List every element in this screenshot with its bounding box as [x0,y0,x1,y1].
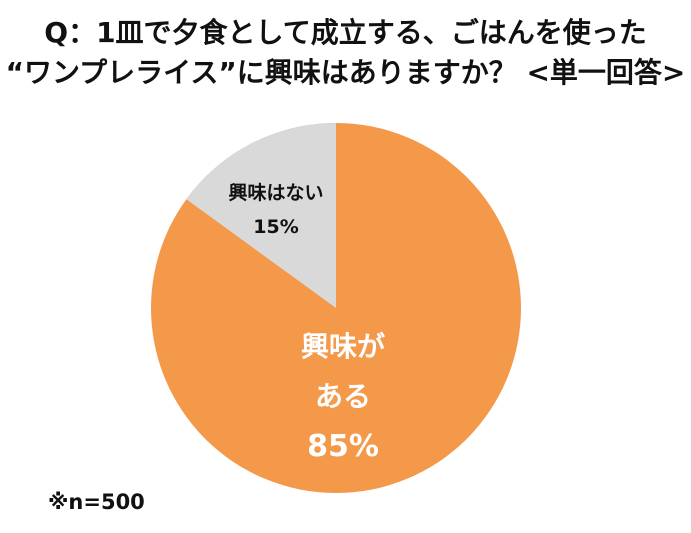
label-percent: 15% [253,216,299,238]
slice-label-interested: 興味が ある 85% [268,322,418,472]
label-percent: 85% [307,429,379,464]
sample-size-note: ※n=500 [48,490,145,514]
chart-title-line2: “ワンプレライス”に興味はありますか？ <単一回答> [5,56,686,89]
slice-label-not-interested: 興味はない 15% [206,176,346,244]
chart-title-line1: Q：1皿で夕食として成立する、ごはんを使った [44,16,647,49]
label-text-2: ある [314,380,371,413]
slice-not-interested [186,123,336,308]
label-text: 興味はない [228,182,324,204]
label-text-1: 興味が [300,330,385,363]
